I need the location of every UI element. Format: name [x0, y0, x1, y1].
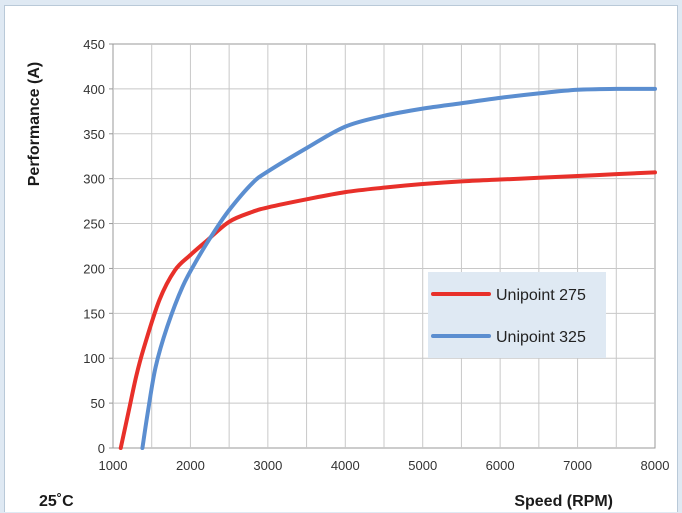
y-tick-label: 0	[98, 441, 105, 456]
series-line-unipoint-325	[140, 86, 657, 450]
legend-label-unipoint-325: Unipoint 325	[496, 329, 586, 346]
y-tick-label: 350	[83, 127, 105, 142]
x-tick-labels: 1000 2000 3000 4000 5000 6000 7000 8000	[99, 458, 670, 473]
x-tick-label: 7000	[563, 458, 592, 473]
legend-box	[428, 272, 606, 358]
y-tick-label: 50	[91, 396, 105, 411]
y-tick-label: 400	[83, 82, 105, 97]
series-line-unipoint-275	[118, 170, 657, 450]
y-tick-labels: 0 50 100 150 200 250 300 350 400 450	[83, 37, 113, 456]
series-lines	[118, 86, 657, 450]
x-tick-label: 3000	[253, 458, 282, 473]
y-tick-label: 150	[83, 306, 105, 321]
x-tick-label: 1000	[99, 458, 128, 473]
legend-label-unipoint-275: Unipoint 275	[496, 287, 586, 304]
y-tick-label: 300	[83, 172, 105, 187]
y-tick-label: 450	[83, 37, 105, 52]
y-tick-label: 100	[83, 351, 105, 366]
y-tick-label: 200	[83, 261, 105, 276]
y-tick-label: 250	[83, 217, 105, 232]
x-tick-label: 6000	[486, 458, 515, 473]
x-tick-label: 2000	[176, 458, 205, 473]
x-axis-title: Speed (RPM)	[514, 493, 613, 510]
x-tick-label: 5000	[408, 458, 437, 473]
x-tick-label: 4000	[331, 458, 360, 473]
temperature-note: 25˚C	[39, 493, 74, 510]
x-tick-label: 8000	[641, 458, 670, 473]
legend: Unipoint 275 Unipoint 325	[428, 272, 606, 358]
chart-panel: 0 50 100 150 200 250 300 350 400 450 1000 2000 3000…	[4, 5, 678, 512]
performance-chart: 0 50 100 150 200 250 300 350 400 450 1000 2000 3000…	[26, 37, 670, 510]
y-axis-title: Performance (A)	[26, 62, 43, 186]
